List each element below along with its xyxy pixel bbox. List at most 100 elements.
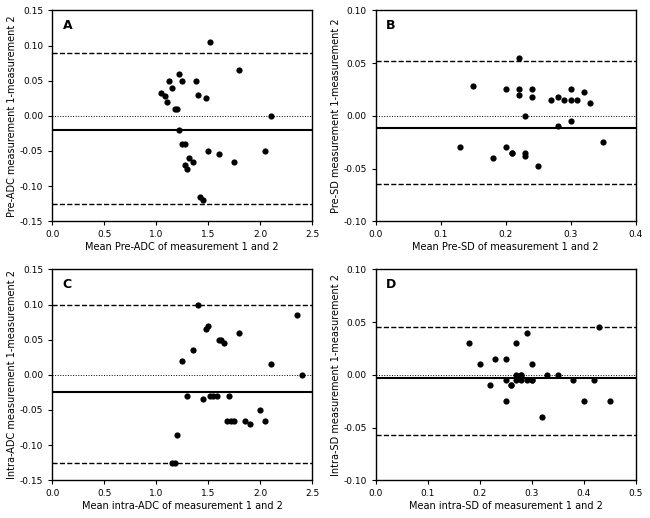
Point [506,381,516,390]
Point [474,360,485,368]
Point [455,143,465,152]
X-axis label: Mean intra-SD of measurement 1 and 2: Mean intra-SD of measurement 1 and 2 [409,501,603,511]
Point [172,430,182,439]
Point [180,161,190,169]
Point [516,376,526,384]
Point [229,416,239,425]
X-axis label: Mean Pre-ADC of measurement 1 and 2: Mean Pre-ADC of measurement 1 and 2 [85,242,279,252]
Point [229,157,239,166]
Point [205,38,216,46]
Point [594,323,604,332]
Point [500,376,511,384]
Point [500,85,511,94]
Point [166,83,177,92]
Point [172,105,182,113]
Point [490,355,501,363]
Point [526,376,537,384]
Point [182,164,192,172]
Point [521,376,532,384]
Point [260,416,270,425]
Point [159,92,170,100]
Point [546,96,556,104]
Point [198,196,208,204]
Point [192,91,203,99]
Point [589,376,599,384]
Point [195,193,205,201]
Point [190,77,201,85]
Text: D: D [386,278,396,291]
Point [192,300,203,309]
Point [585,99,595,107]
Point [234,66,244,74]
X-axis label: Mean Pre-SD of measurement 1 and 2: Mean Pre-SD of measurement 1 and 2 [413,242,599,252]
Point [205,392,216,400]
Point [542,371,552,379]
Point [537,413,547,421]
Point [552,122,563,131]
Point [177,77,187,85]
Point [226,416,237,425]
Point [216,336,226,344]
Point [182,392,192,400]
Point [578,397,589,406]
Point [265,112,276,120]
Point [203,322,213,330]
Point [516,371,526,379]
Point [526,360,537,368]
Point [291,311,302,319]
Point [255,406,265,414]
Point [222,416,232,425]
Point [203,147,213,155]
Point [174,69,185,78]
Point [174,126,185,134]
Text: B: B [386,19,396,32]
Point [598,138,608,147]
Point [180,140,190,148]
Point [265,360,276,368]
Point [514,91,524,99]
Point [185,154,195,162]
Point [211,392,222,400]
Point [239,416,250,425]
Point [488,154,498,162]
Point [506,381,516,390]
Point [177,357,187,365]
Text: A: A [62,19,72,32]
Point [511,371,521,379]
Point [552,371,563,379]
Y-axis label: Intra-ADC measurement 1-measurement 2: Intra-ADC measurement 1-measurement 2 [7,270,17,479]
Point [520,152,530,160]
Point [208,392,218,400]
Point [218,339,229,348]
Point [164,77,174,85]
Point [213,150,224,159]
Point [156,89,166,97]
Point [177,140,187,148]
Point [521,328,532,337]
Point [578,88,589,96]
Point [187,157,198,166]
Point [213,336,224,344]
Point [500,397,511,406]
Point [568,376,578,384]
Point [520,112,530,120]
Point [234,328,244,337]
Point [507,149,517,157]
Y-axis label: Intra-SD measurement 1-measurement 2: Intra-SD measurement 1-measurement 2 [330,274,341,476]
Point [187,346,198,354]
Point [516,371,526,379]
Point [514,85,524,94]
Point [559,96,569,104]
Point [526,376,537,384]
Point [526,85,537,94]
Point [533,162,543,170]
X-axis label: Mean intra-ADC of measurement 1 and 2: Mean intra-ADC of measurement 1 and 2 [82,501,283,511]
Point [507,149,517,157]
Point [572,96,582,104]
Point [170,458,180,467]
Point [468,82,478,91]
Point [604,397,615,406]
Point [526,93,537,101]
Point [511,376,521,384]
Point [500,143,511,152]
